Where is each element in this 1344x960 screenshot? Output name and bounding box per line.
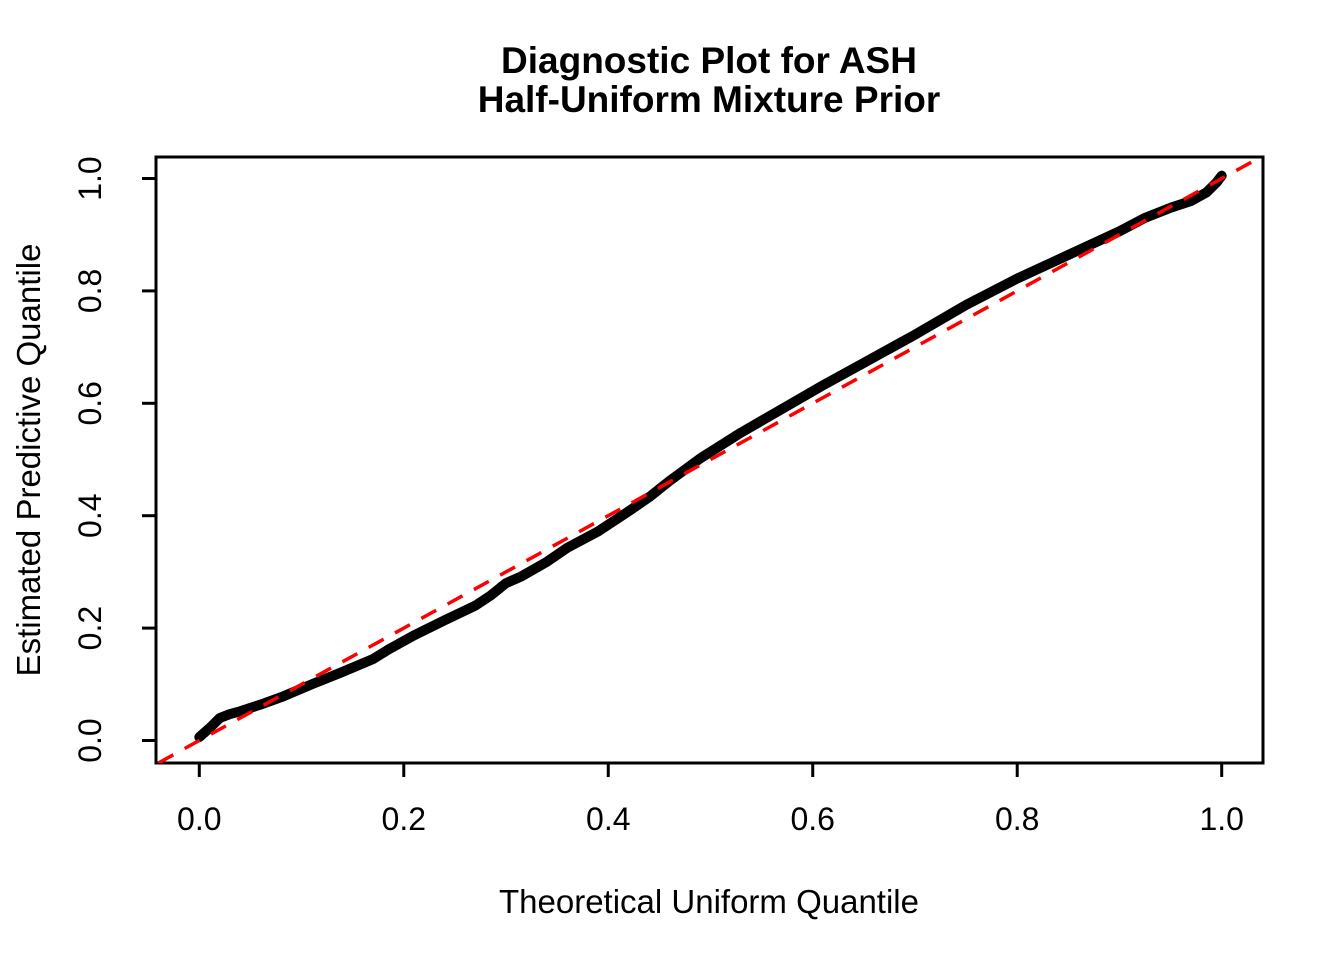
y-axis-label: Estimated Predictive Quantile [10,244,47,677]
y-tick-label: 0.2 [72,606,108,650]
y-tick-label: 0.4 [72,493,108,537]
data-series-layer [157,157,1262,763]
y-axis-ticks: 0.0 0.2 0.4 0.6 0.8 1.0 [72,156,156,763]
plot-title-line-1: Diagnostic Plot for ASH [501,40,917,81]
y-tick-label: 0.6 [72,381,108,425]
x-tick-label: 0.8 [995,801,1039,837]
plot-border-box [154,155,1265,765]
x-tick-label: 0.0 [177,801,221,837]
y-tick-label: 0.8 [72,269,108,313]
x-axis-ticks: 0.0 0.2 0.4 0.6 0.8 1.0 [177,763,1244,837]
y-tick-label: 0.0 [72,718,108,762]
estimated-quantile-curve [194,170,1227,743]
x-tick-label: 0.2 [382,801,426,837]
y-tick-label: 1.0 [72,156,108,200]
plot-title-line-2: Half-Uniform Mixture Prior [478,79,941,120]
x-axis-label: Theoretical Uniform Quantile [499,883,919,920]
x-tick-label: 1.0 [1199,801,1243,837]
x-tick-label: 0.6 [790,801,834,837]
x-tick-label: 0.4 [586,801,630,837]
